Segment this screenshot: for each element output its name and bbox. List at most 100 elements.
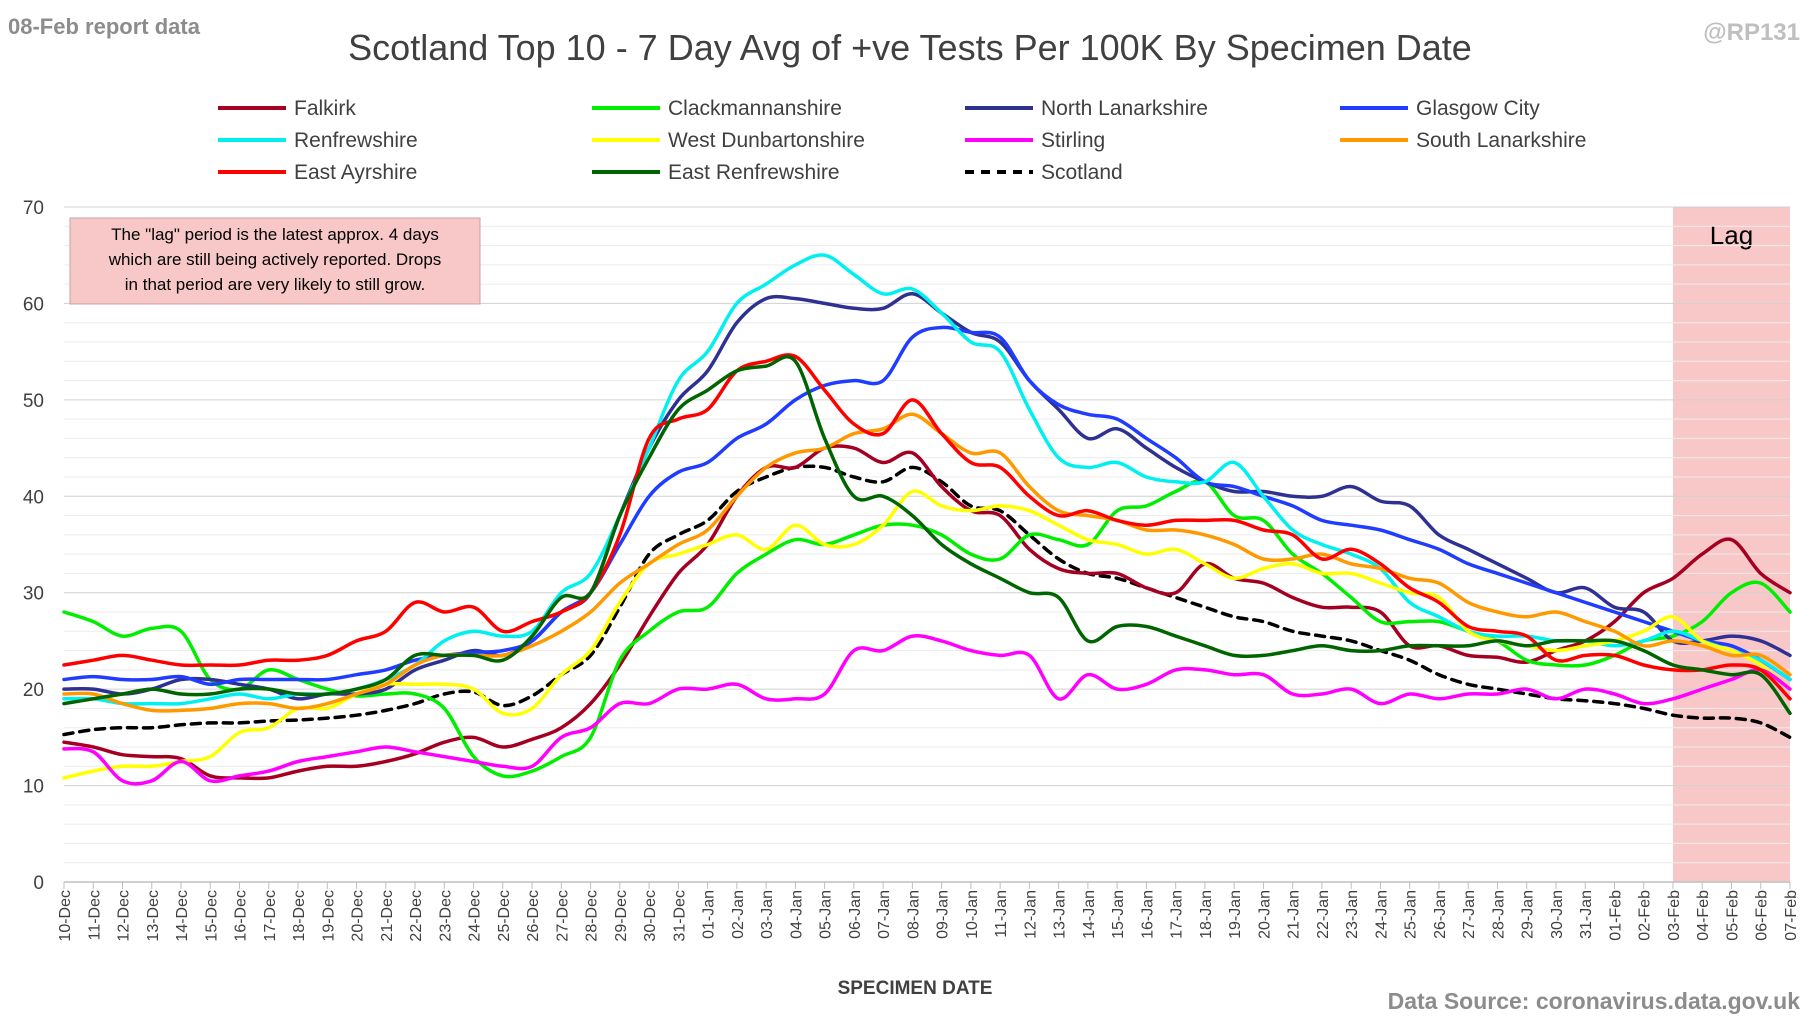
x-tick-label: 12-Dec bbox=[116, 890, 133, 942]
legend: Falkirk Clackmannanshire North Lanarkshire… bbox=[218, 97, 1586, 184]
x-tick-label: 18-Jan bbox=[1198, 890, 1215, 939]
lag-note-line: The "lag" period is the latest approx. 4… bbox=[111, 225, 439, 244]
lag-note-box: The "lag" period is the latest approx. 4… bbox=[69, 217, 481, 305]
x-tick-label: 04-Jan bbox=[788, 890, 805, 939]
y-tick-label: 50 bbox=[23, 391, 44, 412]
lag-note-background bbox=[69, 217, 481, 305]
legend-label-east-renfrewshire: East Renfrewshire bbox=[668, 161, 840, 184]
author-handle: @RP131 bbox=[1703, 19, 1800, 46]
x-tick-label: 05-Jan bbox=[818, 890, 835, 939]
x-tick-label: 25-Dec bbox=[496, 890, 513, 942]
x-tick-label: 02-Feb bbox=[1637, 890, 1654, 941]
x-tick-label: 26-Dec bbox=[525, 890, 542, 942]
x-tick-label: 26-Jan bbox=[1432, 890, 1449, 939]
x-tick-label: 19-Jan bbox=[1227, 890, 1244, 939]
series-line-scotland bbox=[62, 464, 1792, 740]
x-tick-label: 19-Dec bbox=[320, 890, 337, 942]
x-tick-label: 31-Dec bbox=[671, 890, 688, 942]
legend-label-glasgow-city: Glasgow City bbox=[1416, 97, 1540, 120]
series-line-glasgow-city bbox=[62, 325, 1792, 687]
x-tick-label: 10-Jan bbox=[964, 890, 981, 939]
x-tick-label: 31-Jan bbox=[1578, 890, 1595, 939]
x-tick-label: 28-Jan bbox=[1490, 890, 1507, 939]
legend-label-west-dunbartonshire: West Dunbartonshire bbox=[668, 129, 865, 152]
x-tick-label: 07-Jan bbox=[876, 890, 893, 939]
x-tick-label: 03-Feb bbox=[1666, 890, 1683, 941]
x-tick-label: 24-Dec bbox=[467, 890, 484, 942]
x-tick-label: 22-Jan bbox=[1315, 890, 1332, 939]
x-tick-label: 16-Jan bbox=[1139, 890, 1156, 939]
x-tick-label: 02-Jan bbox=[730, 890, 747, 939]
legend-label-stirling: Stirling bbox=[1041, 129, 1105, 152]
x-tick-label: 11-Dec bbox=[86, 890, 103, 940]
y-tick-label: 20 bbox=[23, 680, 44, 701]
x-tick-label: 14-Jan bbox=[1081, 890, 1098, 939]
x-axis-label: SPECIMEN DATE bbox=[838, 978, 993, 999]
x-tick-label: 23-Dec bbox=[437, 890, 454, 942]
legend-label-clackmannanshire: Clackmannanshire bbox=[668, 97, 842, 120]
x-tick-label: 13-Jan bbox=[1052, 890, 1069, 939]
x-tick-label: 27-Jan bbox=[1461, 890, 1478, 939]
x-tick-label: 01-Feb bbox=[1607, 890, 1624, 941]
legend-label-north-lanarkshire: North Lanarkshire bbox=[1041, 97, 1208, 120]
x-tick-label: 06-Jan bbox=[847, 890, 864, 939]
y-tick-label: 10 bbox=[23, 777, 44, 798]
y-tick-label: 30 bbox=[23, 584, 44, 605]
x-tick-label: 12-Jan bbox=[1022, 890, 1039, 939]
legend-label-south-lanarkshire: South Lanarkshire bbox=[1416, 129, 1586, 152]
x-tick-label: 11-Jan bbox=[993, 890, 1010, 938]
x-tick-label: 14-Dec bbox=[174, 890, 191, 942]
y-tick-label: 60 bbox=[23, 294, 44, 315]
series-line-south-lanarkshire bbox=[62, 412, 1792, 713]
series-line-falkirk bbox=[62, 444, 1792, 781]
x-tick-label: 21-Dec bbox=[379, 890, 396, 942]
x-tick-label: 16-Dec bbox=[233, 890, 250, 942]
x-tick-label: 18-Dec bbox=[291, 890, 308, 942]
x-tick-label: 25-Jan bbox=[1403, 890, 1420, 939]
series-line-stirling bbox=[62, 633, 1792, 786]
x-tick-label: 20-Dec bbox=[350, 890, 367, 942]
legend-label-falkirk: Falkirk bbox=[294, 97, 356, 120]
y-tick-label: 70 bbox=[23, 198, 44, 219]
legend-label-scotland: Scotland bbox=[1041, 161, 1123, 184]
legend-label-east-ayrshire: East Ayrshire bbox=[294, 161, 417, 184]
series-line-east-ayrshire bbox=[62, 353, 1792, 701]
x-tick-label: 13-Dec bbox=[145, 890, 162, 942]
x-tick-label: 03-Jan bbox=[759, 890, 776, 939]
lag-region: Lag bbox=[1672, 207, 1790, 882]
x-tick-label: 10-Dec bbox=[57, 890, 74, 942]
data-source: Data Source: coronavirus.data.gov.uk bbox=[1388, 988, 1801, 1014]
report-date-label: 08-Feb report data bbox=[8, 14, 201, 39]
lag-note-line: which are still being actively reported.… bbox=[108, 250, 442, 269]
x-tick-label: 21-Jan bbox=[1286, 890, 1303, 939]
x-tick-label: 17-Dec bbox=[262, 890, 279, 942]
lag-label: Lag bbox=[1710, 220, 1753, 250]
x-tick-label: 08-Jan bbox=[905, 890, 922, 939]
x-tick-label: 22-Dec bbox=[408, 890, 425, 942]
y-tick-label: 0 bbox=[33, 873, 44, 894]
x-tick-label: 24-Jan bbox=[1373, 890, 1390, 939]
x-tick-label: 15-Jan bbox=[1110, 890, 1127, 939]
x-tick-label: 15-Dec bbox=[203, 890, 220, 942]
x-tick-label: 29-Dec bbox=[613, 890, 630, 942]
x-tick-label: 27-Dec bbox=[554, 890, 571, 942]
y-axis-ticks: 0 10 20 30 40 50 60 70 bbox=[23, 198, 44, 894]
x-tick-label: 01-Jan bbox=[701, 890, 718, 939]
x-tick-label: 28-Dec bbox=[584, 890, 601, 942]
lag-shading bbox=[1672, 207, 1790, 882]
x-tick-label: 07-Feb bbox=[1783, 890, 1800, 941]
x-tick-label: 04-Feb bbox=[1695, 890, 1712, 941]
x-tick-label: 17-Jan bbox=[1169, 890, 1186, 939]
x-tick-label: 09-Jan bbox=[935, 890, 952, 939]
x-tick-label: 06-Feb bbox=[1754, 890, 1771, 941]
x-tick-label: 30-Jan bbox=[1549, 890, 1566, 939]
x-tick-label: 23-Jan bbox=[1344, 890, 1361, 939]
x-tick-label: 20-Jan bbox=[1256, 890, 1273, 939]
x-tick-label: 05-Feb bbox=[1724, 890, 1741, 941]
y-tick-label: 40 bbox=[23, 487, 44, 508]
series-lines bbox=[62, 253, 1792, 786]
x-axis-ticks: 10-Dec 11-Dec 12-Dec 13-Dec 14-Dec 15-Dec 16-D… bbox=[57, 882, 1800, 942]
x-tick-label: 30-Dec bbox=[642, 890, 659, 942]
